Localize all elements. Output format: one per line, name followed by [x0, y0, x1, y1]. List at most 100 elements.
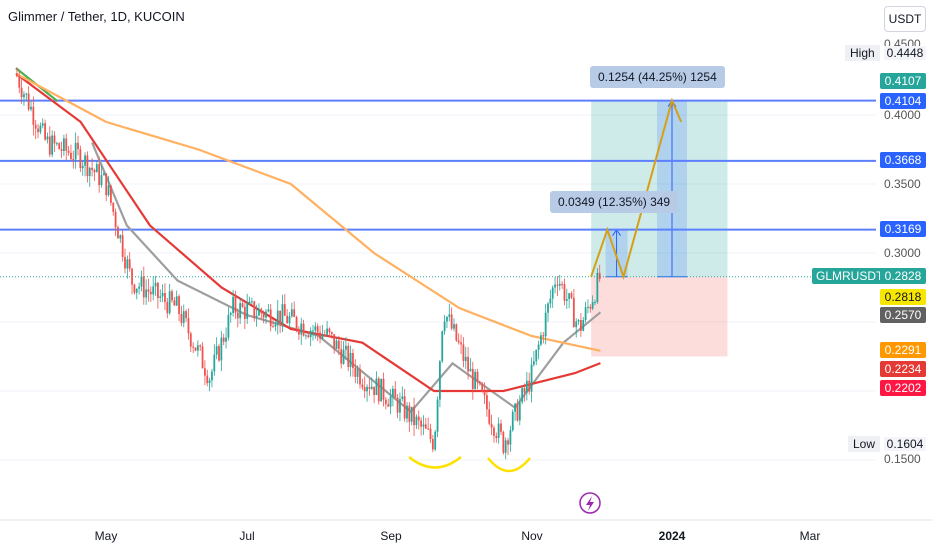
candle-body: [471, 368, 474, 389]
candle-body: [540, 335, 542, 345]
candle-body: [384, 399, 387, 405]
candle-body: [561, 283, 564, 285]
candle-body: [126, 259, 129, 269]
price-badge: 0.2818: [880, 289, 926, 305]
price-badge: 0.2291: [880, 342, 926, 358]
candle-body: [415, 416, 418, 426]
candle-body: [255, 315, 258, 318]
candle-body: [173, 300, 176, 306]
candle-body: [349, 352, 352, 367]
candle-body: [206, 375, 209, 384]
candle-body: [589, 306, 592, 309]
candle-body: [326, 328, 329, 335]
ma-gray: [91, 142, 602, 414]
candle-body: [309, 330, 312, 338]
candle-body: [392, 388, 394, 397]
time-tick: Sep: [380, 529, 402, 543]
candle-body: [422, 424, 425, 427]
candle-body: [86, 155, 89, 177]
candle-body: [117, 227, 119, 239]
candle-body: [354, 368, 357, 377]
price-badge: 0.2828: [880, 268, 926, 284]
candle-body: [596, 272, 599, 303]
candle-body: [307, 335, 310, 338]
candle-body: [23, 94, 25, 98]
candle-body: [39, 125, 42, 133]
currency-button[interactable]: USDT: [884, 6, 926, 32]
candle-body: [241, 303, 244, 307]
candle-body: [281, 304, 284, 324]
candle-body: [591, 302, 594, 309]
candle-body: [551, 287, 554, 299]
candle-body: [373, 386, 376, 396]
candle-body: [262, 313, 265, 318]
candle-body: [469, 368, 472, 372]
candle-body: [356, 369, 359, 377]
candle-body: [20, 87, 23, 98]
candle-body: [554, 284, 556, 288]
candle-body: [481, 383, 484, 392]
candle-body: [79, 149, 82, 169]
candle-body: [51, 135, 54, 155]
price-badge: 0.2202: [880, 380, 926, 396]
candle-body: [102, 173, 105, 176]
measure-tooltip: 0.1254 (44.25%) 1254: [590, 66, 725, 88]
candle-body: [537, 344, 540, 350]
candle-body: [401, 396, 404, 399]
candle-body: [584, 307, 587, 321]
candle-body: [251, 301, 253, 303]
candle-body: [234, 296, 237, 313]
candle-body: [154, 282, 157, 287]
candle-body: [476, 371, 479, 382]
price-tick: 0.4000: [884, 108, 921, 122]
candle-body: [460, 342, 462, 345]
candle-body: [490, 423, 493, 428]
candle-body: [95, 164, 98, 173]
candle-body: [302, 323, 305, 336]
candle-body: [518, 402, 521, 421]
candle-body: [274, 324, 277, 327]
candle-body: [119, 235, 122, 239]
candle-body: [509, 430, 512, 445]
candle-body: [147, 289, 150, 292]
candle-body: [403, 396, 406, 419]
time-tick: May: [94, 529, 118, 543]
candle-body: [504, 440, 507, 453]
candle-body: [180, 314, 183, 323]
candle-body: [48, 136, 51, 155]
candle-body: [41, 123, 44, 126]
candle-body: [131, 268, 133, 285]
candle-body: [74, 142, 77, 160]
candle-body: [337, 340, 340, 350]
candle-body: [507, 440, 509, 445]
candle-body: [305, 335, 307, 337]
candle-body: [243, 306, 246, 319]
candle-body: [495, 435, 498, 438]
candle-body: [185, 311, 188, 319]
measure-tooltip: 0.0349 (12.35%) 349: [550, 191, 679, 213]
candle-body: [544, 312, 547, 337]
candle-body: [211, 371, 213, 381]
candle-body: [159, 296, 162, 298]
candle-body: [107, 185, 110, 196]
candle-body: [556, 284, 559, 286]
candle-body: [525, 380, 528, 393]
candle-body: [408, 405, 411, 422]
candle-body: [312, 330, 314, 332]
candle-body: [222, 337, 225, 342]
candle-body: [427, 428, 430, 430]
candle-body: [565, 299, 568, 301]
candle-body: [450, 314, 453, 329]
candle-body: [258, 309, 260, 316]
candle-body: [220, 337, 223, 361]
chart-title: Glimmer / Tether, 1D, KUCOIN: [8, 9, 185, 24]
candle-body: [370, 386, 373, 389]
candle-body: [321, 334, 324, 339]
candle-body: [523, 388, 526, 393]
candle-body: [335, 340, 338, 349]
price-tick: 0.3000: [884, 246, 921, 260]
time-tick: 2024: [658, 529, 686, 543]
candle-body: [478, 381, 481, 384]
